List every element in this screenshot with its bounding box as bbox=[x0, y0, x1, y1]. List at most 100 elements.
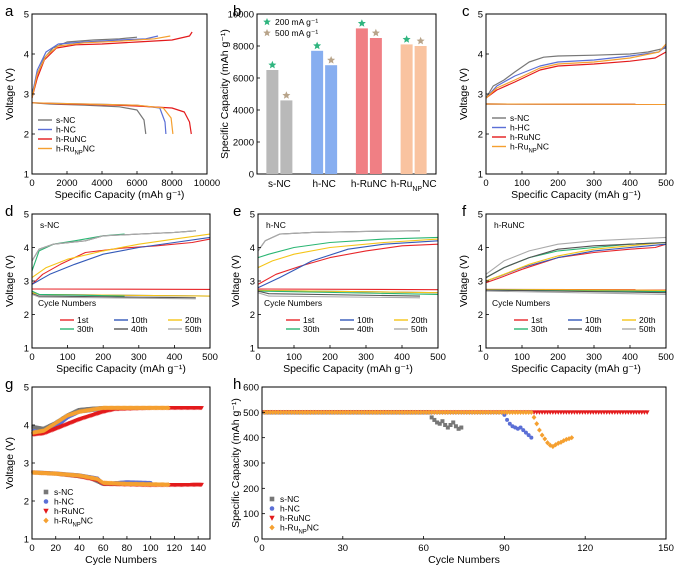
legend-label: s-NC bbox=[280, 494, 299, 504]
data-point-s-NC bbox=[451, 420, 456, 425]
data-point-s-NC bbox=[445, 425, 450, 430]
y-tick-label: 300 bbox=[243, 459, 259, 470]
plot-frame bbox=[256, 13, 437, 175]
data-point-s-NC bbox=[453, 424, 458, 429]
legend-label: 1st bbox=[531, 315, 543, 325]
legend-label: h-RuNC bbox=[54, 506, 85, 516]
data-point-h-Ru_NP_NC bbox=[539, 432, 545, 438]
x-tick-label: 100 bbox=[514, 352, 530, 363]
data-point-h-Ru_NP_NC bbox=[496, 409, 502, 415]
x-tick-label: 0 bbox=[29, 352, 34, 363]
data-point-h-Ru_NP_NC bbox=[520, 409, 526, 415]
legend-label: 40th bbox=[131, 324, 148, 334]
data-point-h-Ru_NP_NC bbox=[531, 414, 537, 420]
data-point-h-Ru_NP_NC bbox=[291, 409, 297, 415]
legend-label: 20th bbox=[185, 315, 202, 325]
x-tick-label: 100 bbox=[60, 352, 76, 363]
legend-label: 40th bbox=[585, 324, 602, 334]
data-point-h-Ru_NP_NC bbox=[281, 409, 286, 415]
data-point-h-Ru_NP_NC bbox=[445, 409, 451, 415]
x-axis-label: Cycle Numbers bbox=[428, 554, 500, 566]
data-point-h-Ru_NP_NC bbox=[302, 409, 308, 415]
x-axis-label: Specific Capacity (mAh g⁻¹) bbox=[283, 363, 413, 375]
x-tick-label: 150 bbox=[658, 543, 674, 554]
y-tick-label: 2 bbox=[24, 310, 29, 321]
x-tick-label: 100 bbox=[286, 352, 302, 363]
data-point-h-NC bbox=[507, 421, 512, 426]
series-line-1st-charge bbox=[485, 243, 667, 284]
bar-s-NC-1 bbox=[280, 100, 293, 174]
data-point-h-Ru_NP_NC bbox=[380, 409, 386, 415]
y-tick-label: 4 bbox=[478, 50, 483, 61]
data-point-h-Ru_NP_NC bbox=[313, 409, 319, 415]
y-tick-label: 200 bbox=[243, 484, 259, 495]
y-tick-label: 2 bbox=[250, 310, 255, 321]
series-line-h-RuNC-charge bbox=[31, 31, 193, 99]
legend-label: h-RuNPNC bbox=[56, 144, 95, 157]
y-tick-label: 8000 bbox=[233, 42, 254, 53]
x-tick-label: 0 bbox=[483, 178, 488, 189]
data-point-h-Ru_NP_NC bbox=[491, 409, 497, 415]
legend-label: 200 mA g⁻¹ bbox=[275, 17, 318, 27]
series-line-h-NC-discharge bbox=[31, 102, 167, 135]
data-point-h-Ru_NP_NC bbox=[466, 409, 472, 415]
y-axis-label: Voltage (V) bbox=[4, 68, 16, 120]
y-tick-label: 2 bbox=[478, 130, 483, 141]
x-tick-label: 0 bbox=[29, 178, 34, 189]
data-point-s-NC bbox=[432, 417, 437, 422]
legend-label: 50th bbox=[411, 324, 428, 334]
category-label: h-RuNC bbox=[351, 179, 387, 190]
data-point-h-Ru_NP_NC bbox=[305, 409, 311, 415]
series-line-20th-charge bbox=[31, 233, 211, 279]
y-axis-label: Voltage (V) bbox=[4, 437, 16, 489]
data-point-h-Ru_NP_NC bbox=[340, 409, 346, 415]
data-point-s-NC bbox=[456, 426, 461, 431]
data-point-h-RuNC-discharge bbox=[199, 482, 204, 488]
data-point-h-Ru_NP_NC bbox=[310, 409, 316, 415]
series-line-h-HC-charge bbox=[485, 45, 667, 99]
data-point-h-Ru_NP_NC bbox=[421, 409, 426, 415]
x-tick-label: 300 bbox=[586, 352, 602, 363]
y-tick-label: 5 bbox=[478, 10, 483, 21]
panel-letter: d bbox=[5, 203, 13, 220]
y-tick-label: 1 bbox=[478, 344, 483, 355]
legend-title: Cycle Numbers bbox=[38, 298, 96, 308]
data-point-h-Ru_NP_NC bbox=[386, 409, 391, 415]
x-tick-label: 20 bbox=[50, 543, 61, 554]
data-point-h-Ru_NP_NC bbox=[437, 409, 443, 415]
y-tick-label: 1 bbox=[478, 170, 483, 181]
series-line-s-NC-charge bbox=[31, 36, 138, 95]
x-tick-label: 6000 bbox=[126, 178, 147, 189]
data-point-h-NC bbox=[529, 435, 534, 440]
data-point-h-Ru_NP_NC bbox=[493, 409, 499, 415]
y-tick-label: 4 bbox=[24, 243, 29, 254]
data-point-h-Ru_NP_NC bbox=[278, 409, 284, 415]
panel-d: 1 2 3 4 5 0 100 200 300 400 500 Specific Capacity (… bbox=[4, 203, 218, 375]
data-point-h-Ru_NP_NC bbox=[388, 409, 394, 415]
legend-label: h-RuNPNC bbox=[510, 142, 549, 155]
data-point-h-Ru_NP_NC bbox=[364, 409, 370, 415]
bar-s-NC-0 bbox=[266, 70, 279, 174]
x-tick-label: 0 bbox=[483, 352, 488, 363]
panel-letter: f bbox=[462, 203, 467, 220]
data-point-h-Ru_NP_NC bbox=[485, 409, 491, 415]
star-marker-500 bbox=[371, 28, 380, 37]
data-point-h-NC bbox=[505, 417, 510, 422]
series-line-h-Ru_NP_NC-charge bbox=[485, 43, 667, 99]
data-point-h-Ru_NP_NC bbox=[337, 409, 343, 415]
data-point-h-Ru_NP_NC bbox=[391, 409, 397, 415]
x-tick-label: 4000 bbox=[91, 178, 112, 189]
legend-label: s-NC bbox=[56, 115, 75, 125]
series-line-40th-discharge bbox=[485, 289, 667, 294]
category-label: h-NC bbox=[312, 179, 335, 190]
panel-e: 1 2 3 4 5 0 100 200 300 400 500 Specific Capacity (… bbox=[230, 203, 446, 375]
bar-h-NC-1 bbox=[325, 65, 338, 174]
data-point-h-NC bbox=[526, 433, 531, 438]
x-tick-label: 60 bbox=[98, 543, 109, 554]
legend-label: h-RuNPNC bbox=[54, 516, 93, 529]
data-point-h-Ru_NP_NC bbox=[483, 409, 488, 415]
data-point-h-Ru_NP_NC bbox=[502, 409, 507, 415]
legend-marker bbox=[269, 496, 275, 502]
legend-label: h-NC bbox=[280, 504, 300, 514]
data-point-h-Ru_NP_NC bbox=[537, 427, 542, 433]
